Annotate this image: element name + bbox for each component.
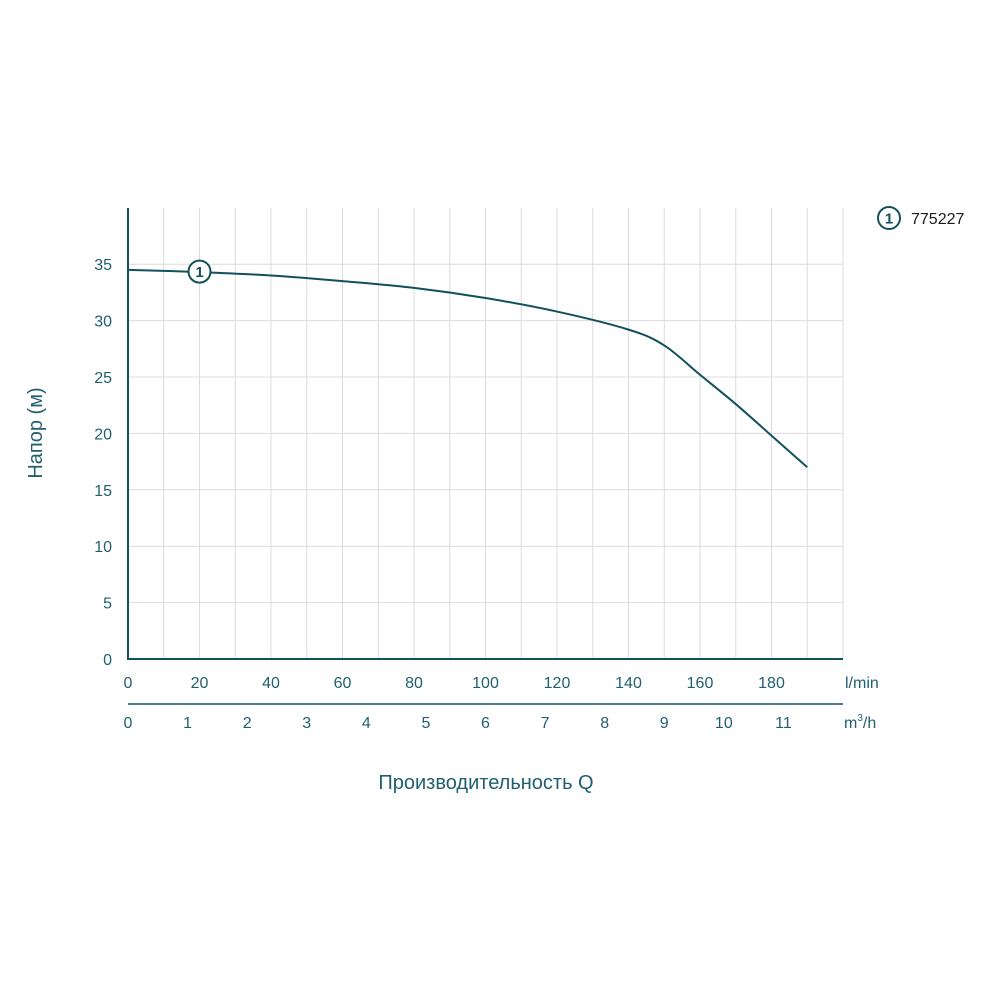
legend: 1 775227 bbox=[877, 206, 964, 230]
x-tick-label-m3h: 2 bbox=[243, 715, 252, 732]
y-tick-label: 15 bbox=[94, 483, 112, 500]
series-marker-label: 1 bbox=[195, 264, 203, 281]
x-tick-labels-lmin: 0 20 40 60 80 100 120 140 160 180 bbox=[124, 675, 785, 692]
x-tick-label-lmin: 120 bbox=[544, 675, 571, 692]
legend-marker-label: 1 bbox=[885, 211, 893, 228]
y-tick-label: 10 bbox=[94, 539, 112, 556]
x-tick-label-m3h: 10 bbox=[715, 715, 733, 732]
y-tick-labels: 0 5 10 15 20 25 30 35 bbox=[94, 257, 112, 669]
x-unit-lmin: l/min bbox=[845, 675, 879, 692]
y-tick-label: 30 bbox=[94, 314, 112, 331]
y-tick-label: 25 bbox=[94, 370, 112, 387]
x-tick-label-lmin: 160 bbox=[687, 675, 714, 692]
legend-label: 775227 bbox=[911, 211, 964, 228]
x-unit-m3h: m3/h bbox=[844, 713, 876, 732]
x-tick-label-m3h: 1 bbox=[183, 715, 192, 732]
x-tick-label-lmin: 0 bbox=[124, 675, 133, 692]
legend-marker-circle bbox=[877, 206, 901, 230]
y-tick-label: 0 bbox=[103, 652, 112, 669]
x-tick-label-lmin: 180 bbox=[758, 675, 785, 692]
x-tick-label-m3h: 5 bbox=[421, 715, 430, 732]
x-tick-label-m3h: 0 bbox=[124, 715, 133, 732]
axes bbox=[127, 208, 843, 705]
x-axis-title: Производительность Q bbox=[378, 772, 593, 794]
series-marker: 1 bbox=[187, 259, 212, 284]
grid bbox=[128, 208, 844, 659]
series-marker-circle bbox=[187, 259, 212, 284]
y-tick-label: 35 bbox=[94, 257, 112, 274]
x-unit-sup: 3 bbox=[857, 713, 863, 724]
x-tick-label-m3h: 6 bbox=[481, 715, 490, 732]
x-tick-label-lmin: 20 bbox=[191, 675, 209, 692]
x-tick-label-m3h: 7 bbox=[541, 715, 550, 732]
x-tick-label-m3h: 11 bbox=[775, 715, 792, 732]
x-tick-label-m3h: 3 bbox=[302, 715, 311, 732]
x-tick-label-lmin: 40 bbox=[262, 675, 280, 692]
y-tick-label: 5 bbox=[103, 596, 112, 613]
x-tick-label-lmin: 80 bbox=[405, 675, 423, 692]
x-tick-label-lmin: 140 bbox=[615, 675, 642, 692]
x-tick-labels-m3h: 0 1 2 3 4 5 6 7 8 9 10 11 bbox=[124, 715, 792, 732]
x-tick-label-m3h: 8 bbox=[600, 715, 609, 732]
x-tick-label-lmin: 100 bbox=[472, 675, 499, 692]
x-tick-label-lmin: 60 bbox=[334, 675, 352, 692]
x-unit-tail: /h bbox=[863, 715, 876, 732]
x-tick-label-m3h: 4 bbox=[362, 715, 371, 732]
x-tick-label-m3h: 9 bbox=[660, 715, 669, 732]
x-unit-base: m bbox=[844, 715, 857, 732]
series-775227-line bbox=[127, 268, 808, 468]
y-axis-title: Напор (м) bbox=[25, 387, 47, 478]
y-tick-label: 20 bbox=[94, 426, 112, 443]
